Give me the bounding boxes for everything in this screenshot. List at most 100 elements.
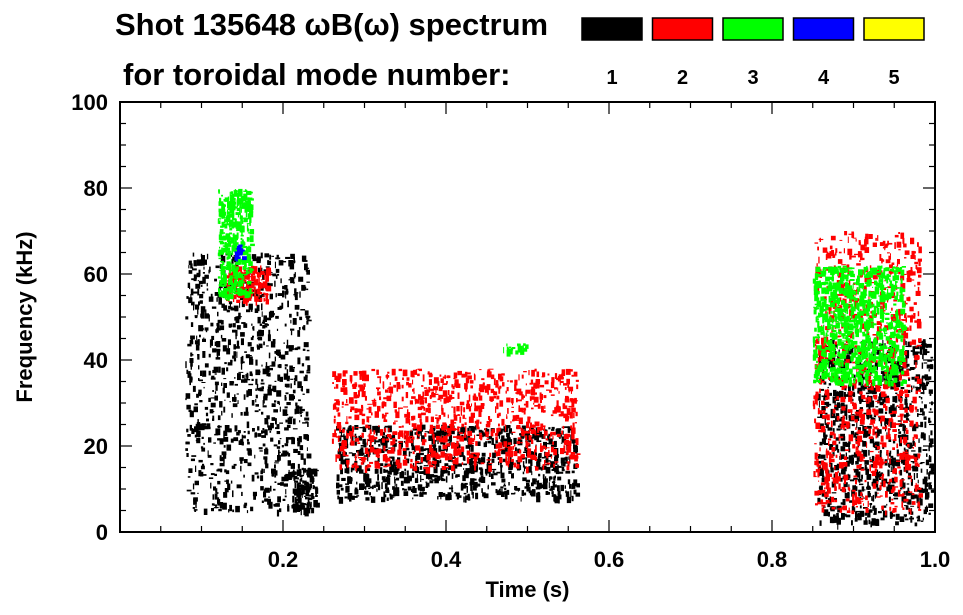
spectral-point [869,456,871,462]
spectral-point [342,427,346,431]
spectral-point [566,378,570,385]
spectral-point [260,279,263,281]
spectral-point [243,411,249,416]
spectral-point [270,485,272,492]
spectral-point [206,288,209,291]
spectral-point [362,426,367,432]
spectral-point [899,398,903,404]
spectral-point [412,388,414,392]
spectral-point [840,402,845,408]
spectral-point [838,436,844,439]
spectral-point [531,439,534,444]
spectral-point [292,395,295,400]
spectral-point [839,305,843,310]
spectral-point [339,449,342,455]
spectral-point [394,490,400,497]
spectral-point [876,432,879,438]
spectral-point [534,405,539,407]
spectral-point [265,270,268,278]
legend-swatch-mode-3 [722,17,784,41]
spectral-point [551,469,556,471]
spectral-point [279,406,281,412]
spectral-point [394,376,398,381]
spectral-point [508,482,510,486]
spectral-point [501,418,505,426]
spectral-point [567,479,571,485]
spectral-point [201,474,207,476]
spectral-point [263,396,268,401]
spectral-point [217,438,220,441]
spectral-point [876,351,881,355]
spectral-point [922,411,925,416]
spectral-point [370,497,373,503]
spectral-point [294,304,300,310]
spectral-point [414,426,417,429]
spectral-point [214,381,219,386]
spectral-point [306,435,309,441]
spectral-point [255,359,258,366]
spectral-point [833,498,837,500]
spectral-point [274,400,277,403]
spectral-point [556,377,559,381]
spectral-point [192,483,195,490]
spectral-point [192,268,197,271]
legend-label-mode-3: 3 [747,67,758,89]
legend-label-mode-4: 4 [818,67,830,89]
spectral-point [878,415,881,422]
spectral-point [553,440,557,448]
spectral-point [286,424,291,428]
spectral-point [455,492,460,497]
spectral-point [244,502,248,506]
spectral-point [255,394,258,399]
spectral-point [363,455,368,457]
spectral-point [453,422,455,424]
spectral-point [409,440,414,444]
spectral-point [468,394,471,402]
spectral-point [303,503,306,505]
spectral-point [882,398,887,403]
spectral-point [820,482,826,486]
spectral-point [870,417,874,421]
spectral-point [252,428,255,432]
spectral-point [405,392,409,399]
spectral-point [817,501,821,505]
spectral-point [240,237,243,241]
spectral-point [891,485,894,487]
spectral-point [239,302,241,308]
spectral-point [486,459,492,461]
spectral-point [922,388,925,395]
spectral-point [540,443,542,448]
spectral-point [314,486,318,490]
spectral-point [574,454,578,462]
spectral-point [185,361,187,369]
spectral-point [901,319,904,321]
spectral-point [292,428,298,430]
spectral-point [224,219,228,223]
spectral-point [900,283,906,289]
spectral-point [893,347,895,350]
spectral-point [903,491,906,495]
spectral-point [486,384,491,391]
spectral-point [234,394,236,401]
spectral-point [214,373,217,375]
spectral-point [845,452,847,458]
spectral-point [821,337,826,345]
spectral-point [308,494,312,497]
spectral-point [298,411,304,413]
spectral-point [845,359,850,363]
spectral-point [846,427,849,430]
spectral-point [190,365,192,370]
spectral-point [402,448,407,451]
spectral-point [876,333,879,341]
spectral-point [560,442,563,444]
spectral-point [186,453,189,457]
spectral-point [307,365,311,371]
spectral-point [926,364,932,369]
spectral-point [293,496,295,498]
spectral-point [842,421,848,426]
spectral-point [826,414,830,421]
spectral-point [557,476,562,481]
spectral-point [916,473,918,479]
spectral-point [353,462,357,467]
spectral-point [502,448,505,454]
